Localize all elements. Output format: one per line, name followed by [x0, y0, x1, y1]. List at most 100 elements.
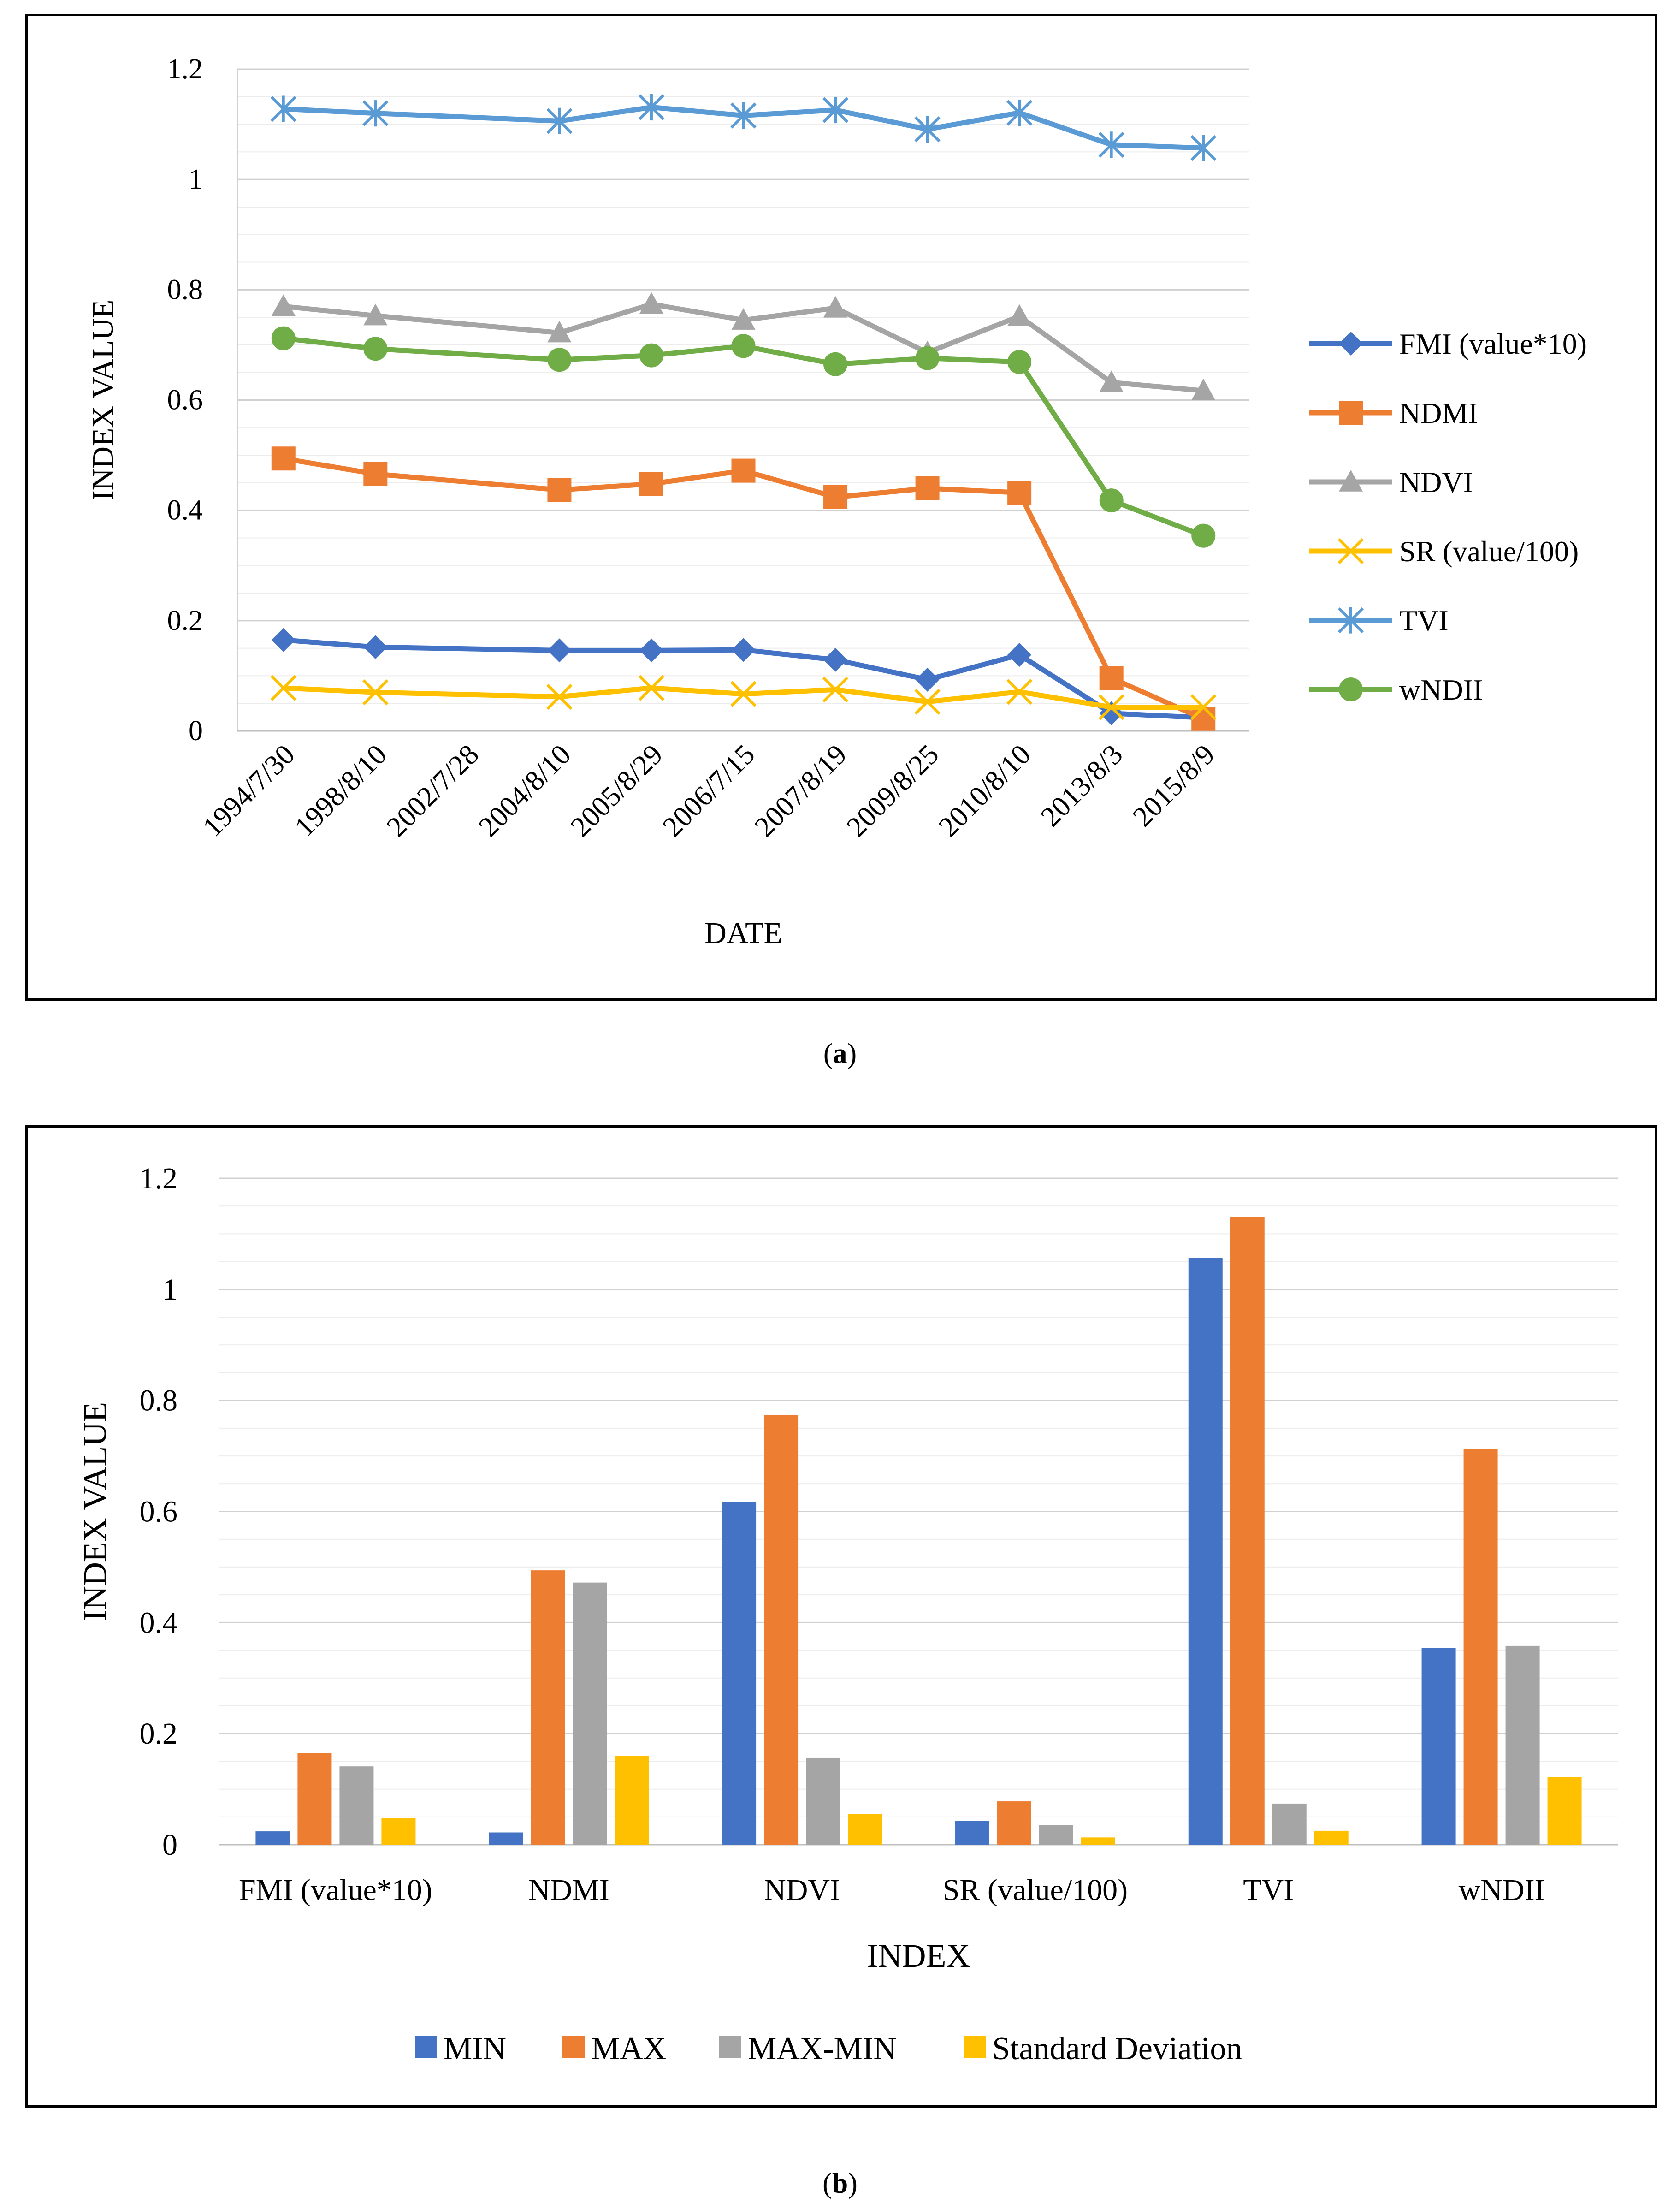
x-tick-label: FMI (value*10): [239, 1873, 432, 1907]
series-line-ndvi: [283, 301, 1204, 393]
y-axis-title: INDEX VALUE: [86, 300, 120, 501]
bar-standard-deviation-ndvi: [848, 1814, 882, 1845]
x-tick-label: 2002/7/28: [381, 739, 485, 843]
series-sr-value-100: [270, 675, 1217, 720]
legend-b: MIN MAX MAX-MIN Standard Deviation: [415, 2031, 1242, 2066]
data-point-sr-value-100: [1006, 678, 1033, 705]
bar-max-min-sr-value-100: [1039, 1825, 1073, 1845]
legend-label-fmi-value-10: FMI (value*10): [1399, 327, 1587, 360]
legend-label-standard-deviation: Standard Deviation: [992, 2031, 1242, 2066]
data-point-ndvi: [363, 303, 388, 326]
legend-marker-sr-value-100: [1337, 538, 1364, 564]
series-line-fmi-value-10: [283, 637, 1204, 720]
data-point-tvi: [270, 95, 296, 122]
legend-marker-wndii: [1339, 677, 1363, 701]
bar-min-ndmi: [489, 1832, 523, 1845]
x-tick-label: 2015/8/9: [1127, 739, 1221, 833]
x-tick-label: 2006/7/15: [657, 739, 761, 843]
data-point-wndii: [547, 348, 572, 372]
legend-marker-ndvi: [1339, 470, 1363, 492]
legend-label-ndvi: NDVI: [1399, 466, 1473, 499]
series-wndii: [271, 326, 1216, 548]
bar-max-min-ndmi: [573, 1582, 607, 1845]
data-point-sr-value-100: [914, 689, 941, 715]
series-line-sr-value-100: [283, 685, 1204, 710]
x-tick-label: NDMI: [528, 1873, 609, 1907]
data-point-sr-value-100: [1098, 694, 1124, 720]
data-point-sr-value-100: [362, 679, 389, 706]
line-chart-panel-a: 0 0.2 0.4 0.6 0.8 1 1.2 1994/7/30 1998/8/10 2002/…: [25, 14, 1657, 1001]
data-point-wndii: [1099, 488, 1124, 513]
data-point-fmi-value-10: [271, 628, 296, 652]
data-point-tvi: [362, 100, 389, 127]
bar-min-tvi: [1188, 1258, 1223, 1845]
data-point-ndmi: [547, 478, 572, 502]
bar-max-fmi-value-10: [297, 1753, 332, 1845]
data-point-ndmi: [363, 462, 388, 486]
data-point-ndmi: [1007, 481, 1032, 505]
x-axis-title: DATE: [704, 916, 782, 950]
data-point-fmi-value-10: [547, 638, 572, 663]
bar-max-min-ndvi: [806, 1757, 840, 1845]
bar-standard-deviation-tvi: [1314, 1830, 1349, 1845]
data-point-tvi: [1006, 99, 1033, 126]
x-tick-label: 2007/8/19: [749, 739, 853, 843]
data-point-fmi-value-10: [1007, 642, 1032, 667]
data-point-ndvi: [1191, 379, 1216, 400]
data-point-ndmi: [271, 446, 296, 471]
x-tick-label: 2004/8/10: [473, 739, 577, 843]
y-tick-label: 0.6: [140, 1495, 178, 1529]
line-chart-a: 0 0.2 0.4 0.6 0.8 1 1.2 1994/7/301998/8/102002/…: [86, 53, 1587, 950]
x-tick-label: 2013/8/3: [1035, 739, 1129, 833]
data-point-sr-value-100: [1190, 694, 1217, 720]
data-point-ndmi: [915, 476, 940, 500]
bar-max-min-fmi-value-10: [339, 1766, 374, 1845]
data-point-sr-value-100: [270, 675, 296, 701]
legend-swatch-max-min: [719, 2036, 741, 2058]
caption-b: (b): [822, 2168, 858, 2199]
data-point-ndmi: [823, 485, 848, 509]
data-point-fmi-value-10: [731, 638, 756, 662]
data-point-fmi-value-10: [915, 667, 940, 692]
series-fmi-value-10: [271, 628, 1216, 730]
y-tick-label: 1.2: [167, 53, 203, 85]
data-point-tvi: [546, 107, 573, 135]
data-point-tvi: [730, 102, 757, 129]
y-tick-label: 0.8: [140, 1384, 178, 1418]
data-point-sr-value-100: [822, 677, 849, 703]
bar-chart-panel-b: 0 0.2 0.4 0.6 0.8 1 1.2 FMI (value*10) NDMI NDVI S…: [25, 1125, 1657, 2108]
x-tick-label: wNDII: [1459, 1873, 1545, 1907]
bar-max-tvi: [1230, 1217, 1265, 1845]
data-point-tvi: [638, 94, 665, 121]
data-point-ndmi: [731, 458, 756, 483]
data-point-tvi: [914, 116, 941, 143]
bar-min-sr-value-100: [955, 1821, 989, 1845]
legend-marker-ndmi: [1339, 401, 1363, 425]
bar-min-fmi-value-10: [255, 1831, 290, 1845]
legend-swatch-standard-deviation: [964, 2036, 986, 2058]
data-point-wndii: [639, 343, 663, 368]
y-axis-title: INDEX VALUE: [77, 1402, 113, 1621]
data-point-wndii: [915, 346, 940, 370]
bar-max-min-wndii: [1505, 1645, 1540, 1845]
y-tick-label: 0.2: [140, 1717, 178, 1751]
data-point-wndii: [1007, 350, 1032, 374]
bar-chart-b: 0 0.2 0.4 0.6 0.8 1 1.2 FMI (value*10) NDMI NDVI S…: [77, 1162, 1618, 2066]
y-tick-label: 0.8: [167, 274, 203, 305]
bar-max-ndvi: [764, 1414, 799, 1845]
data-point-sr-value-100: [638, 675, 665, 701]
y-tick-label: 1: [162, 1273, 177, 1306]
y-tick-label: 0.4: [167, 495, 203, 526]
data-point-ndvi: [823, 296, 848, 318]
legend-swatch-min: [415, 2036, 437, 2058]
caption-a: (a): [823, 1038, 857, 1069]
y-tick-label: 0: [189, 715, 203, 747]
series-ndmi: [271, 446, 1216, 731]
data-point-fmi-value-10: [823, 647, 848, 672]
data-point-fmi-value-10: [363, 635, 388, 659]
gridlines: [219, 1177, 1618, 1846]
x-tick-label: SR (value/100): [943, 1873, 1128, 1907]
bar-standard-deviation-sr-value-100: [1081, 1837, 1115, 1845]
data-point-sr-value-100: [730, 681, 757, 707]
data-point-fmi-value-10: [639, 638, 663, 663]
